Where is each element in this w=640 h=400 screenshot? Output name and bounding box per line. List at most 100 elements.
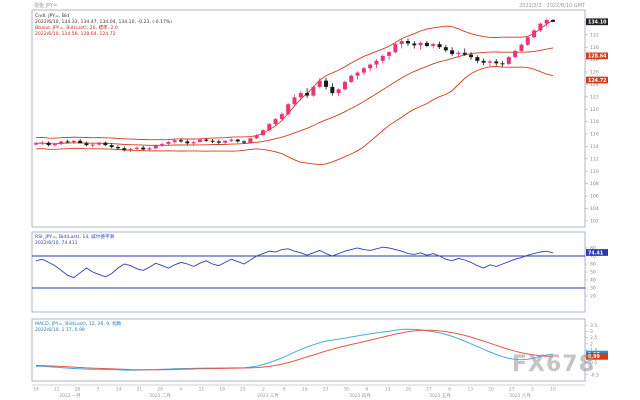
candle-up xyxy=(456,52,461,55)
macd-tick-label: 2.5 xyxy=(590,335,597,341)
candle-down xyxy=(437,44,442,48)
macd-info-line-2: 2022/6/10, 1.17, 0.99 xyxy=(35,327,85,333)
price-tick-label: 120 xyxy=(590,107,599,113)
macd-tick-label: 0.5 xyxy=(590,360,597,366)
candle-down xyxy=(500,63,505,65)
candle-down xyxy=(330,86,335,94)
candle-down xyxy=(179,140,184,142)
candle-down xyxy=(469,54,474,58)
x-day-label: 14 xyxy=(33,387,39,393)
candle-up xyxy=(532,30,537,38)
candle-down xyxy=(412,43,417,46)
candle-down xyxy=(475,57,480,61)
value-tag xyxy=(586,18,608,26)
x-day-label: 20 xyxy=(488,387,494,393)
rsi-info-line-2: 2022/6/10, 74.411 xyxy=(35,240,78,246)
candle-up xyxy=(292,97,297,105)
rsi-tick-label: 80 xyxy=(590,246,596,252)
x-day-label: 30 xyxy=(343,387,349,393)
candle-up xyxy=(418,42,423,46)
x-day-label: 9 xyxy=(283,387,286,393)
price-tick-label: 102 xyxy=(590,218,599,224)
x-day-label: 10 xyxy=(550,387,556,393)
rsi-panel xyxy=(31,231,586,313)
x-day-label: 13 xyxy=(385,387,391,393)
header-right: 2022/2/3 - 2022/8/10 GMT xyxy=(519,3,586,9)
x-day-label: 7 xyxy=(97,387,100,393)
candle-down xyxy=(443,47,448,51)
x-month-label: 2022 四月 xyxy=(349,393,370,399)
rsi-tick-label: 50 xyxy=(590,270,596,276)
candle-up xyxy=(260,130,265,136)
candle-up xyxy=(506,57,511,64)
candle-up xyxy=(197,139,202,143)
candle-up xyxy=(538,23,543,31)
x-day-label: 14 xyxy=(116,387,122,393)
candle-down xyxy=(103,142,108,146)
candle-up xyxy=(134,147,139,149)
candle-up xyxy=(267,124,272,131)
candle-up xyxy=(368,64,373,69)
rsi-line xyxy=(35,246,554,279)
candle-up xyxy=(279,114,284,120)
candle-up xyxy=(361,68,366,73)
x-month-label: 2022 一月 xyxy=(59,393,80,399)
header-left: 現金 JPY= xyxy=(34,2,57,9)
candle-down xyxy=(46,142,51,146)
x-day-label: 28 xyxy=(157,387,163,393)
candlestick-series xyxy=(34,18,555,152)
candle-down xyxy=(242,141,247,143)
price-tick-label: 106 xyxy=(590,194,599,200)
x-day-label: 27 xyxy=(509,387,515,393)
candle-down xyxy=(109,145,114,148)
candle-up xyxy=(59,141,64,144)
macd-tick-label: 0 xyxy=(590,366,593,372)
x-day-label: 4 xyxy=(179,387,182,393)
x-month-label: 2022 二月 xyxy=(149,393,170,399)
x-day-label: 11 xyxy=(199,387,205,393)
candle-up xyxy=(254,135,259,139)
rsi-tick-label: 20 xyxy=(590,294,596,300)
candle-up xyxy=(544,19,549,24)
x-day-label: 3 xyxy=(531,387,534,393)
bollinger-upper-band xyxy=(35,19,554,141)
value-tag-label: 74.41 xyxy=(588,250,603,256)
macd-signal-line xyxy=(35,329,554,371)
x-month-label: 2022 五月 xyxy=(429,393,450,399)
candle-up xyxy=(71,140,76,143)
candle-down xyxy=(78,140,83,144)
x-day-label: 21 xyxy=(137,387,143,393)
candle-up xyxy=(393,44,398,53)
value-tag xyxy=(586,52,608,60)
x-day-label: 13 xyxy=(467,387,473,393)
x-day-label: 23 xyxy=(323,387,329,393)
x-day-label: 6 xyxy=(448,387,451,393)
price-tick-label: 116 xyxy=(590,132,599,138)
x-month-label: 2022 三月 xyxy=(257,393,278,399)
price-tick-label: 104 xyxy=(590,206,599,212)
candle-up xyxy=(172,140,177,143)
candle-down xyxy=(185,141,190,144)
rsi-tick-label: 70 xyxy=(590,254,596,260)
price-tick-label: 114 xyxy=(590,144,599,150)
macd-tick-label: 1.5 xyxy=(590,348,597,354)
candle-down xyxy=(324,80,329,87)
candle-down xyxy=(216,141,221,143)
price-info-line-2: 2022/6/10, 134.33, 134.47, 134.04, 134.1… xyxy=(35,19,172,25)
candle-up xyxy=(248,138,253,143)
bollinger-lower-band xyxy=(35,66,554,166)
rsi-tick-label: 30 xyxy=(590,286,596,292)
candle-down xyxy=(494,61,499,64)
x-day-label: 28 xyxy=(75,387,81,393)
value-tag-label: 0.99 xyxy=(588,354,600,360)
bollinger-middle-band xyxy=(35,47,554,146)
macd-info-line-1: MACD, JPY=, Bid(Last), 12, 26, 9, 指数 xyxy=(35,320,122,327)
candle-up xyxy=(229,139,234,141)
x-day-label: 25 xyxy=(240,387,246,393)
price-tick-label: 124 xyxy=(590,82,599,88)
price-info-line-3: Bband, JPY=, Bid(Last), 20, 標準, 2.0 xyxy=(35,24,118,31)
macd-tick-label: 2 xyxy=(590,341,593,347)
price-tick-label: 112 xyxy=(590,156,599,162)
candle-down xyxy=(204,139,209,141)
